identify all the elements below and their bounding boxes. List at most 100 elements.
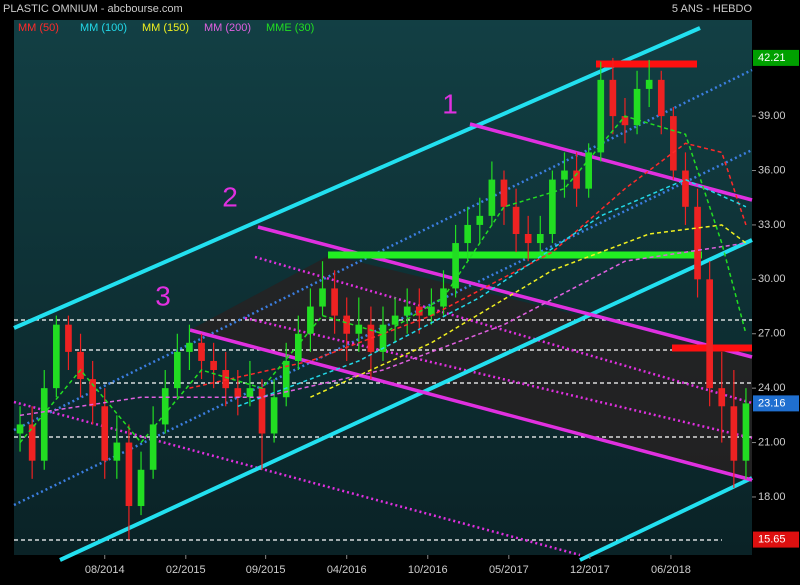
annotation: 1: [442, 88, 458, 119]
x-tick-label: 06/2018: [651, 564, 691, 576]
dotted-channel: [13, 68, 753, 507]
channel-line: [579, 476, 753, 562]
price-marker: [753, 395, 799, 412]
candle-body: [391, 315, 399, 325]
x-tick-label: 12/2017: [570, 564, 610, 576]
candle-body: [282, 360, 290, 398]
candle-body: [706, 279, 713, 389]
moving-average: [310, 224, 747, 398]
price-marker-label: 42.21: [758, 52, 786, 64]
price-marker-label: 23.16: [758, 397, 786, 409]
candle-body: [488, 179, 496, 216]
chart-subtitle: 5 ANS - HEBDO: [672, 3, 753, 15]
dotted-line: [13, 68, 753, 432]
candle-body: [597, 79, 605, 153]
candle-body: [294, 333, 302, 361]
channel-lines: [13, 26, 753, 562]
x-tick-label: 10/2016: [408, 564, 448, 576]
candle-body: [16, 424, 24, 434]
candle-body: [186, 342, 193, 352]
candle-body: [246, 388, 254, 398]
candle-body: [561, 170, 568, 180]
candle-body: [174, 351, 181, 389]
channel-line: [13, 26, 701, 330]
legend-entry: MM (200): [204, 22, 251, 34]
y-tick-label: 27.00: [758, 328, 786, 340]
candle-body: [403, 306, 411, 316]
candle-body: [621, 116, 629, 126]
marks: [16, 57, 750, 540]
dotted-line: [254, 255, 753, 405]
y-tick-label: 36.00: [758, 164, 786, 176]
x-tick-label: 02/2015: [166, 564, 206, 576]
y-tick-label: 39.00: [758, 110, 786, 122]
candle-body: [536, 234, 544, 244]
candle-body: [89, 379, 96, 407]
legend-entry: MM (150): [142, 22, 189, 34]
candle-body: [452, 243, 459, 289]
x-tick-label: 09/2015: [246, 564, 286, 576]
candle-body: [464, 224, 472, 244]
candle-body: [585, 152, 592, 189]
candle-body: [40, 388, 48, 461]
candle-body: [77, 351, 84, 380]
candle-body: [210, 360, 217, 371]
candle-body: [682, 170, 689, 207]
candle-body: [670, 116, 677, 171]
candle-body: [694, 206, 701, 280]
candle-body: [125, 442, 133, 507]
candle-body: [198, 342, 205, 361]
candle-body: [730, 406, 738, 461]
candle-body: [415, 306, 423, 316]
candle-body: [319, 288, 326, 307]
x-tick-label: 08/2014: [85, 564, 125, 576]
candle-body: [609, 79, 617, 117]
dotted-magenta: [13, 255, 753, 557]
y-tick-label: 18.00: [758, 491, 786, 503]
legend-entry: MM (100): [80, 22, 127, 34]
candle-body: [742, 403, 750, 461]
candle-body: [113, 442, 121, 461]
candle-body: [379, 324, 387, 352]
candle-body: [65, 324, 72, 352]
candle-body: [524, 234, 532, 244]
y-tick-label: 33.00: [758, 219, 786, 231]
candle-body: [343, 315, 351, 334]
moving-average: [237, 178, 747, 407]
candle-body: [367, 324, 375, 352]
candle-body: [101, 406, 109, 461]
legend-entry: MM (50): [18, 22, 59, 34]
candle-body: [270, 397, 278, 434]
legend-entry: MME (30): [266, 22, 314, 34]
candle-body: [53, 324, 60, 389]
candle-body: [645, 79, 653, 89]
channel-line: [59, 238, 753, 562]
y-tick-label: 30.00: [758, 273, 786, 285]
candle-body: [258, 388, 266, 434]
candle-body: [331, 288, 338, 316]
y-tick-label: 21.00: [758, 436, 786, 448]
candle-body: [657, 79, 665, 117]
candle-body: [549, 179, 556, 234]
candle-body: [234, 388, 242, 398]
magenta-line: [189, 328, 753, 482]
x-tick-label: 05/2017: [489, 564, 529, 576]
annotation: 3: [155, 280, 171, 311]
chart-title: PLASTIC OMNIUM - abcbourse.com: [3, 3, 183, 15]
candle-body: [512, 206, 520, 234]
candle-body: [137, 469, 145, 507]
moving-average: [19, 115, 747, 444]
moving-average: [19, 242, 747, 417]
candle-body: [161, 388, 169, 425]
magenta-line: [469, 122, 753, 202]
dotted-line: [13, 148, 753, 507]
x-tick-label: 04/2016: [327, 564, 367, 576]
magenta-lines: [189, 122, 753, 482]
candle-body: [633, 88, 641, 126]
magenta-line: [257, 225, 753, 359]
price-marker-label: 15.65: [758, 533, 786, 545]
candle-body: [355, 324, 363, 334]
candle-body: [476, 215, 484, 225]
candle-body: [428, 306, 435, 316]
